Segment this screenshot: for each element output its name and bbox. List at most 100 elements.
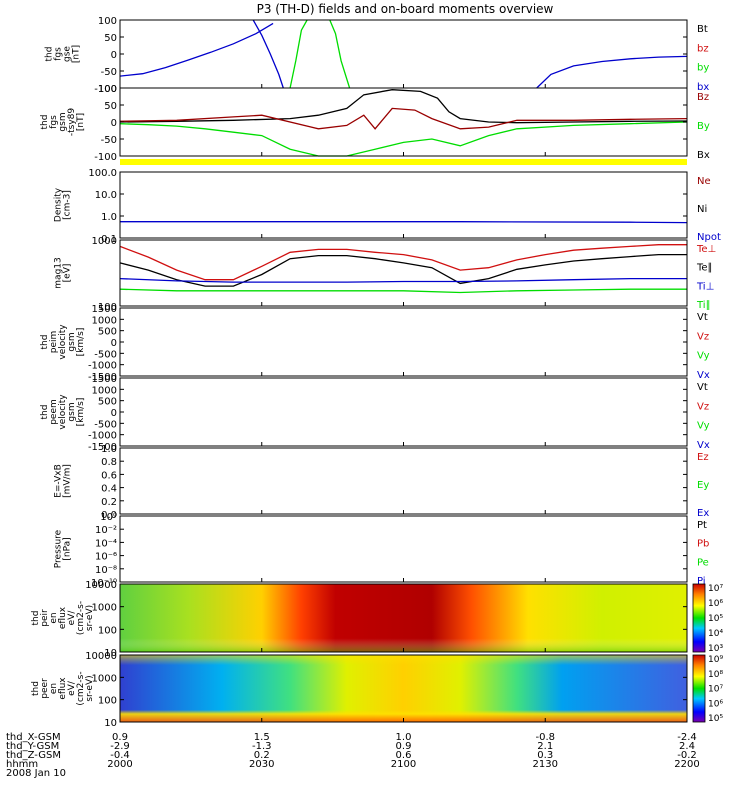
y-axis-label-line: [km/s]: [76, 328, 86, 357]
y-axis-label-line: sr-eV): [85, 605, 95, 631]
legend-Bt: Bt: [697, 24, 708, 35]
y-tick-label: 10: [104, 648, 117, 659]
ephemeris-label: 2008 Jan 10: [6, 768, 66, 779]
y-tick-label: 10: [104, 718, 117, 729]
colorbar-tick-label: 10⁴: [708, 629, 723, 639]
y-tick-label: 0.8: [101, 457, 117, 468]
panel-frame: [119, 171, 688, 239]
panel-p7: 1.0 0.8 0.6 0.4 0.2 0.0 E=-VxB [mV/m] Ez Ey Ex: [54, 444, 710, 521]
y-axis-label-line: sr-eV): [85, 675, 95, 701]
y-axis-label: thd peer en eflux eV/(cm2-s-sr-eV): [31, 671, 95, 705]
legend-Vx: Vx: [697, 440, 710, 451]
series-Ti∥: [119, 288, 687, 294]
ephemeris-value: 2200: [674, 759, 699, 770]
ephemeris-value: -2.4: [677, 732, 697, 743]
legend-Vz: Vz: [697, 331, 709, 342]
colorbar-tick-label: 10⁶: [708, 599, 723, 609]
y-axis-label-line: eV/: [67, 680, 77, 696]
legend-Ni: Ni: [697, 204, 707, 215]
ephemeris-label: thd_Z-GSM: [6, 750, 61, 761]
y-axis-label-line: peir: [40, 609, 50, 627]
y-axis-label-line: [eV]: [63, 264, 73, 283]
ephemeris-value: -0.8: [535, 732, 555, 743]
ephemeris-value: 2100: [391, 759, 416, 770]
orbit-strip: [120, 159, 687, 165]
y-axis-label: Pressure [nPa]: [54, 529, 73, 568]
y-axis-label-line: mag13: [54, 257, 64, 288]
y-tick-label: 0: [111, 118, 117, 129]
legend-Npot: Npot: [697, 232, 721, 243]
y-axis-label-line: (cm2-s-: [76, 601, 86, 635]
y-axis-label-line: fgs: [49, 115, 59, 129]
y-axis-label-line: thd: [40, 405, 50, 420]
y-axis-label-line: gsm: [58, 112, 68, 131]
legend-Vy: Vy: [697, 351, 710, 362]
y-tick-label: 1000: [92, 603, 117, 614]
y-tick-label: -50: [101, 67, 117, 78]
legend-Vt: Vt: [697, 312, 708, 323]
y-axis-label: thd peir en eflux eV/(cm2-s-sr-eV): [31, 601, 95, 635]
y-axis-label-line: thd: [45, 47, 55, 62]
ephemeris-value: -1.3: [252, 741, 272, 752]
y-axis-label: mag13 [eV]: [54, 257, 73, 288]
series-Te⊥: [119, 244, 687, 281]
y-tick-label: 1500: [92, 374, 117, 385]
legend-Te⊥: Te⊥: [696, 244, 716, 255]
panel-p2: 100 50 0 -50 -100 thd fgs gsm -tsy89 [nT] Bz By Bx: [40, 84, 710, 163]
colorbar-tick-label: 10⁷: [708, 584, 723, 594]
y-tick-label: -1000: [88, 361, 117, 372]
y-tick-label: 10⁻⁶: [95, 552, 117, 563]
legend-Ex: Ex: [697, 508, 709, 519]
ephemeris-value: 0.2: [254, 750, 270, 761]
legend-Pe: Pe: [697, 557, 709, 568]
y-tick-label: 500: [98, 327, 117, 338]
colorbar: [692, 583, 706, 653]
ephemeris-label: thd_Y-GSM: [6, 741, 59, 752]
colorbar-tick-label: 10⁹: [708, 655, 723, 665]
legend-Pi: Pi: [697, 576, 706, 587]
y-tick-label: 50: [104, 101, 117, 112]
y-tick-label: 100: [98, 696, 117, 707]
y-axis-label-line: [nPa]: [63, 537, 73, 560]
series-By: [119, 121, 688, 157]
series-Te∥: [119, 253, 687, 287]
y-axis-label-line: gsm: [67, 402, 77, 421]
legend-Ti∥: Ti∥: [696, 300, 711, 311]
y-tick-label: 50: [104, 33, 117, 44]
ephemeris-value: -0.4: [110, 750, 130, 761]
colorbar: [692, 654, 706, 723]
panel-frame: [119, 377, 688, 447]
panel-p1: 100 50 0 -50 -100 thd fgs gse [nT] Bt bz by bx: [45, 16, 710, 95]
y-tick-label: 10.0: [95, 190, 117, 201]
y-tick-label: 100: [98, 302, 117, 313]
colorbar-tick-label: 10⁷: [708, 685, 723, 695]
spectrogram-shading: [120, 655, 687, 722]
y-axis-label-line: en: [49, 683, 59, 694]
ephemeris-label: thd_X-GSM: [6, 732, 61, 743]
ephemeris-value: 0.6: [396, 750, 412, 761]
y-axis-label-line: [km/s]: [76, 398, 86, 427]
panel-p3: 100.0 10.0 1.0 0.1 Density [cm-3] Ne Ni Npot: [54, 168, 721, 245]
y-tick-label: 500: [98, 397, 117, 408]
ephemeris-value: 2.1: [537, 741, 553, 752]
y-tick-label: 10⁻²: [95, 525, 117, 536]
ephemeris-value: 2000: [107, 759, 132, 770]
y-tick-label: -500: [94, 349, 117, 360]
legend-Ne: Ne: [697, 176, 711, 187]
y-tick-label: 1.0: [101, 444, 117, 455]
panel-p4: 1000 100 mag13 [eV] Te⊥ Te∥ Ti⊥ Ti∥: [54, 236, 717, 313]
series-bx: [252, 19, 284, 89]
y-axis-label-line: [nT]: [72, 45, 82, 63]
y-tick-label: 1500: [92, 304, 117, 315]
y-axis-label-line: [nT]: [76, 113, 86, 131]
y-tick-label: -1000: [88, 431, 117, 442]
y-tick-label: 10⁰: [100, 512, 117, 523]
y-axis-label-line: thd: [40, 115, 50, 130]
series-by: [329, 19, 351, 89]
series-Npot: [120, 221, 688, 224]
legend-bz: bz: [697, 43, 709, 54]
panel-frame: [119, 447, 688, 515]
series-by: [289, 19, 308, 89]
